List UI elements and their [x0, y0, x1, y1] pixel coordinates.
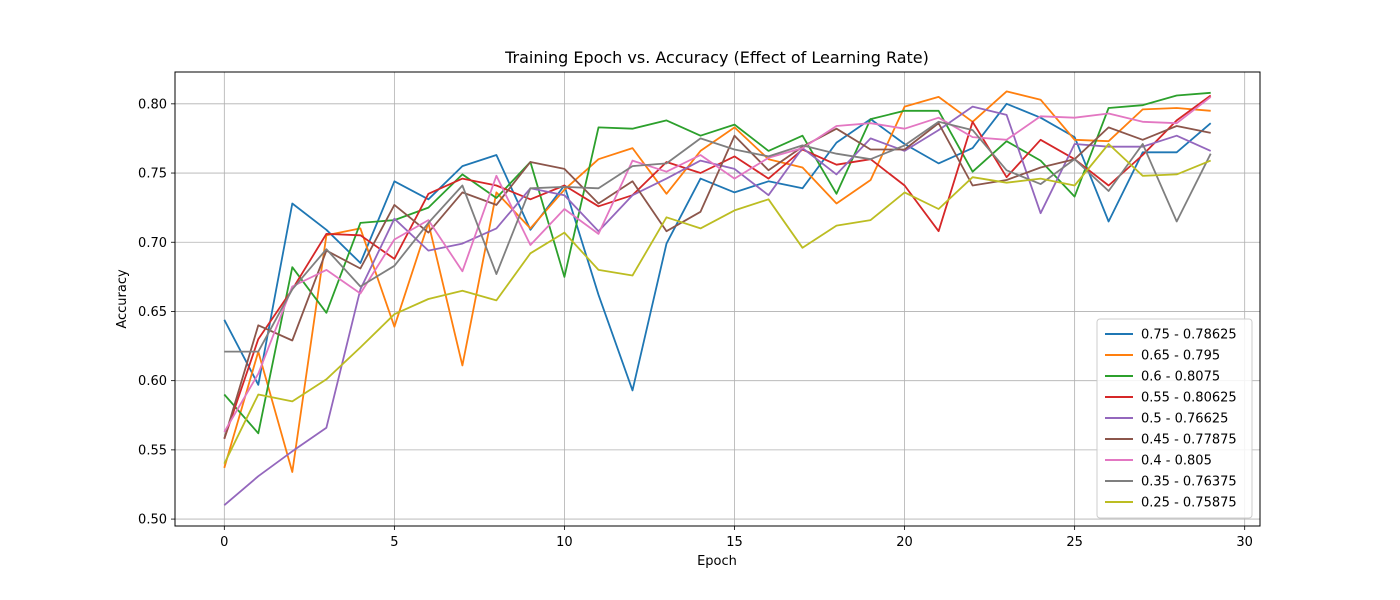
x-tick-label: 10 — [556, 535, 573, 550]
legend-entry-label: 0.4 - 0.805 — [1141, 454, 1212, 469]
legend-box — [1096, 318, 1253, 519]
y-tick-label: 0.55 — [138, 443, 167, 458]
legend-entry-label: 0.65 - 0.795 — [1141, 349, 1220, 364]
legend-entry-label: 0.75 - 0.78625 — [1141, 328, 1237, 343]
series-line-6 — [223, 96, 1212, 433]
series-lines — [223, 90, 1212, 506]
x-axis-ticks: 0 5 10 15 20 25 30 — [220, 526, 1253, 550]
legend-entry-label: 0.6 - 0.8075 — [1141, 370, 1220, 385]
legend-entry-label: 0.5 - 0.76625 — [1141, 412, 1228, 427]
series-line-1 — [223, 90, 1211, 473]
x-tick-label: 25 — [1066, 535, 1083, 550]
x-axis-label: Epoch — [697, 554, 737, 569]
series-line-5 — [223, 122, 1211, 440]
x-tick-label: 20 — [896, 535, 913, 550]
y-tick-label: 0.75 — [138, 167, 167, 182]
y-axis-label: Accuracy — [115, 269, 130, 329]
plot-area-frame — [174, 71, 1261, 527]
x-tick-label: 15 — [726, 535, 743, 550]
legend-entry-label: 0.35 - 0.76375 — [1141, 475, 1237, 490]
x-tick-label: 30 — [1236, 535, 1253, 550]
y-axis-ticks: 0.50 0.55 0.60 0.65 0.70 0.75 0.80 — [138, 97, 175, 528]
x-tick-label: 5 — [390, 535, 398, 550]
legend-entry-label: 0.45 - 0.77875 — [1141, 433, 1237, 448]
y-tick-label: 0.50 — [138, 513, 167, 528]
y-tick-label: 0.60 — [138, 374, 167, 389]
series-line-0 — [223, 102, 1212, 392]
y-tick-label: 0.70 — [138, 236, 167, 251]
y-tick-label: 0.65 — [138, 305, 167, 320]
legend-entry-label: 0.25 - 0.75875 — [1141, 496, 1237, 511]
series-line-4 — [223, 105, 1212, 506]
legend: 0.75 - 0.78625 0.65 - 0.795 0.6 - 0.8075 0.… — [1096, 318, 1253, 519]
chart-title: Training Epoch vs. Accuracy (Effect of L… — [504, 48, 929, 67]
legend-entry-label: 0.55 - 0.80625 — [1141, 391, 1237, 406]
y-tick-label: 0.80 — [138, 97, 167, 112]
x-tick-label: 0 — [220, 535, 228, 550]
series-line-8 — [223, 143, 1212, 465]
